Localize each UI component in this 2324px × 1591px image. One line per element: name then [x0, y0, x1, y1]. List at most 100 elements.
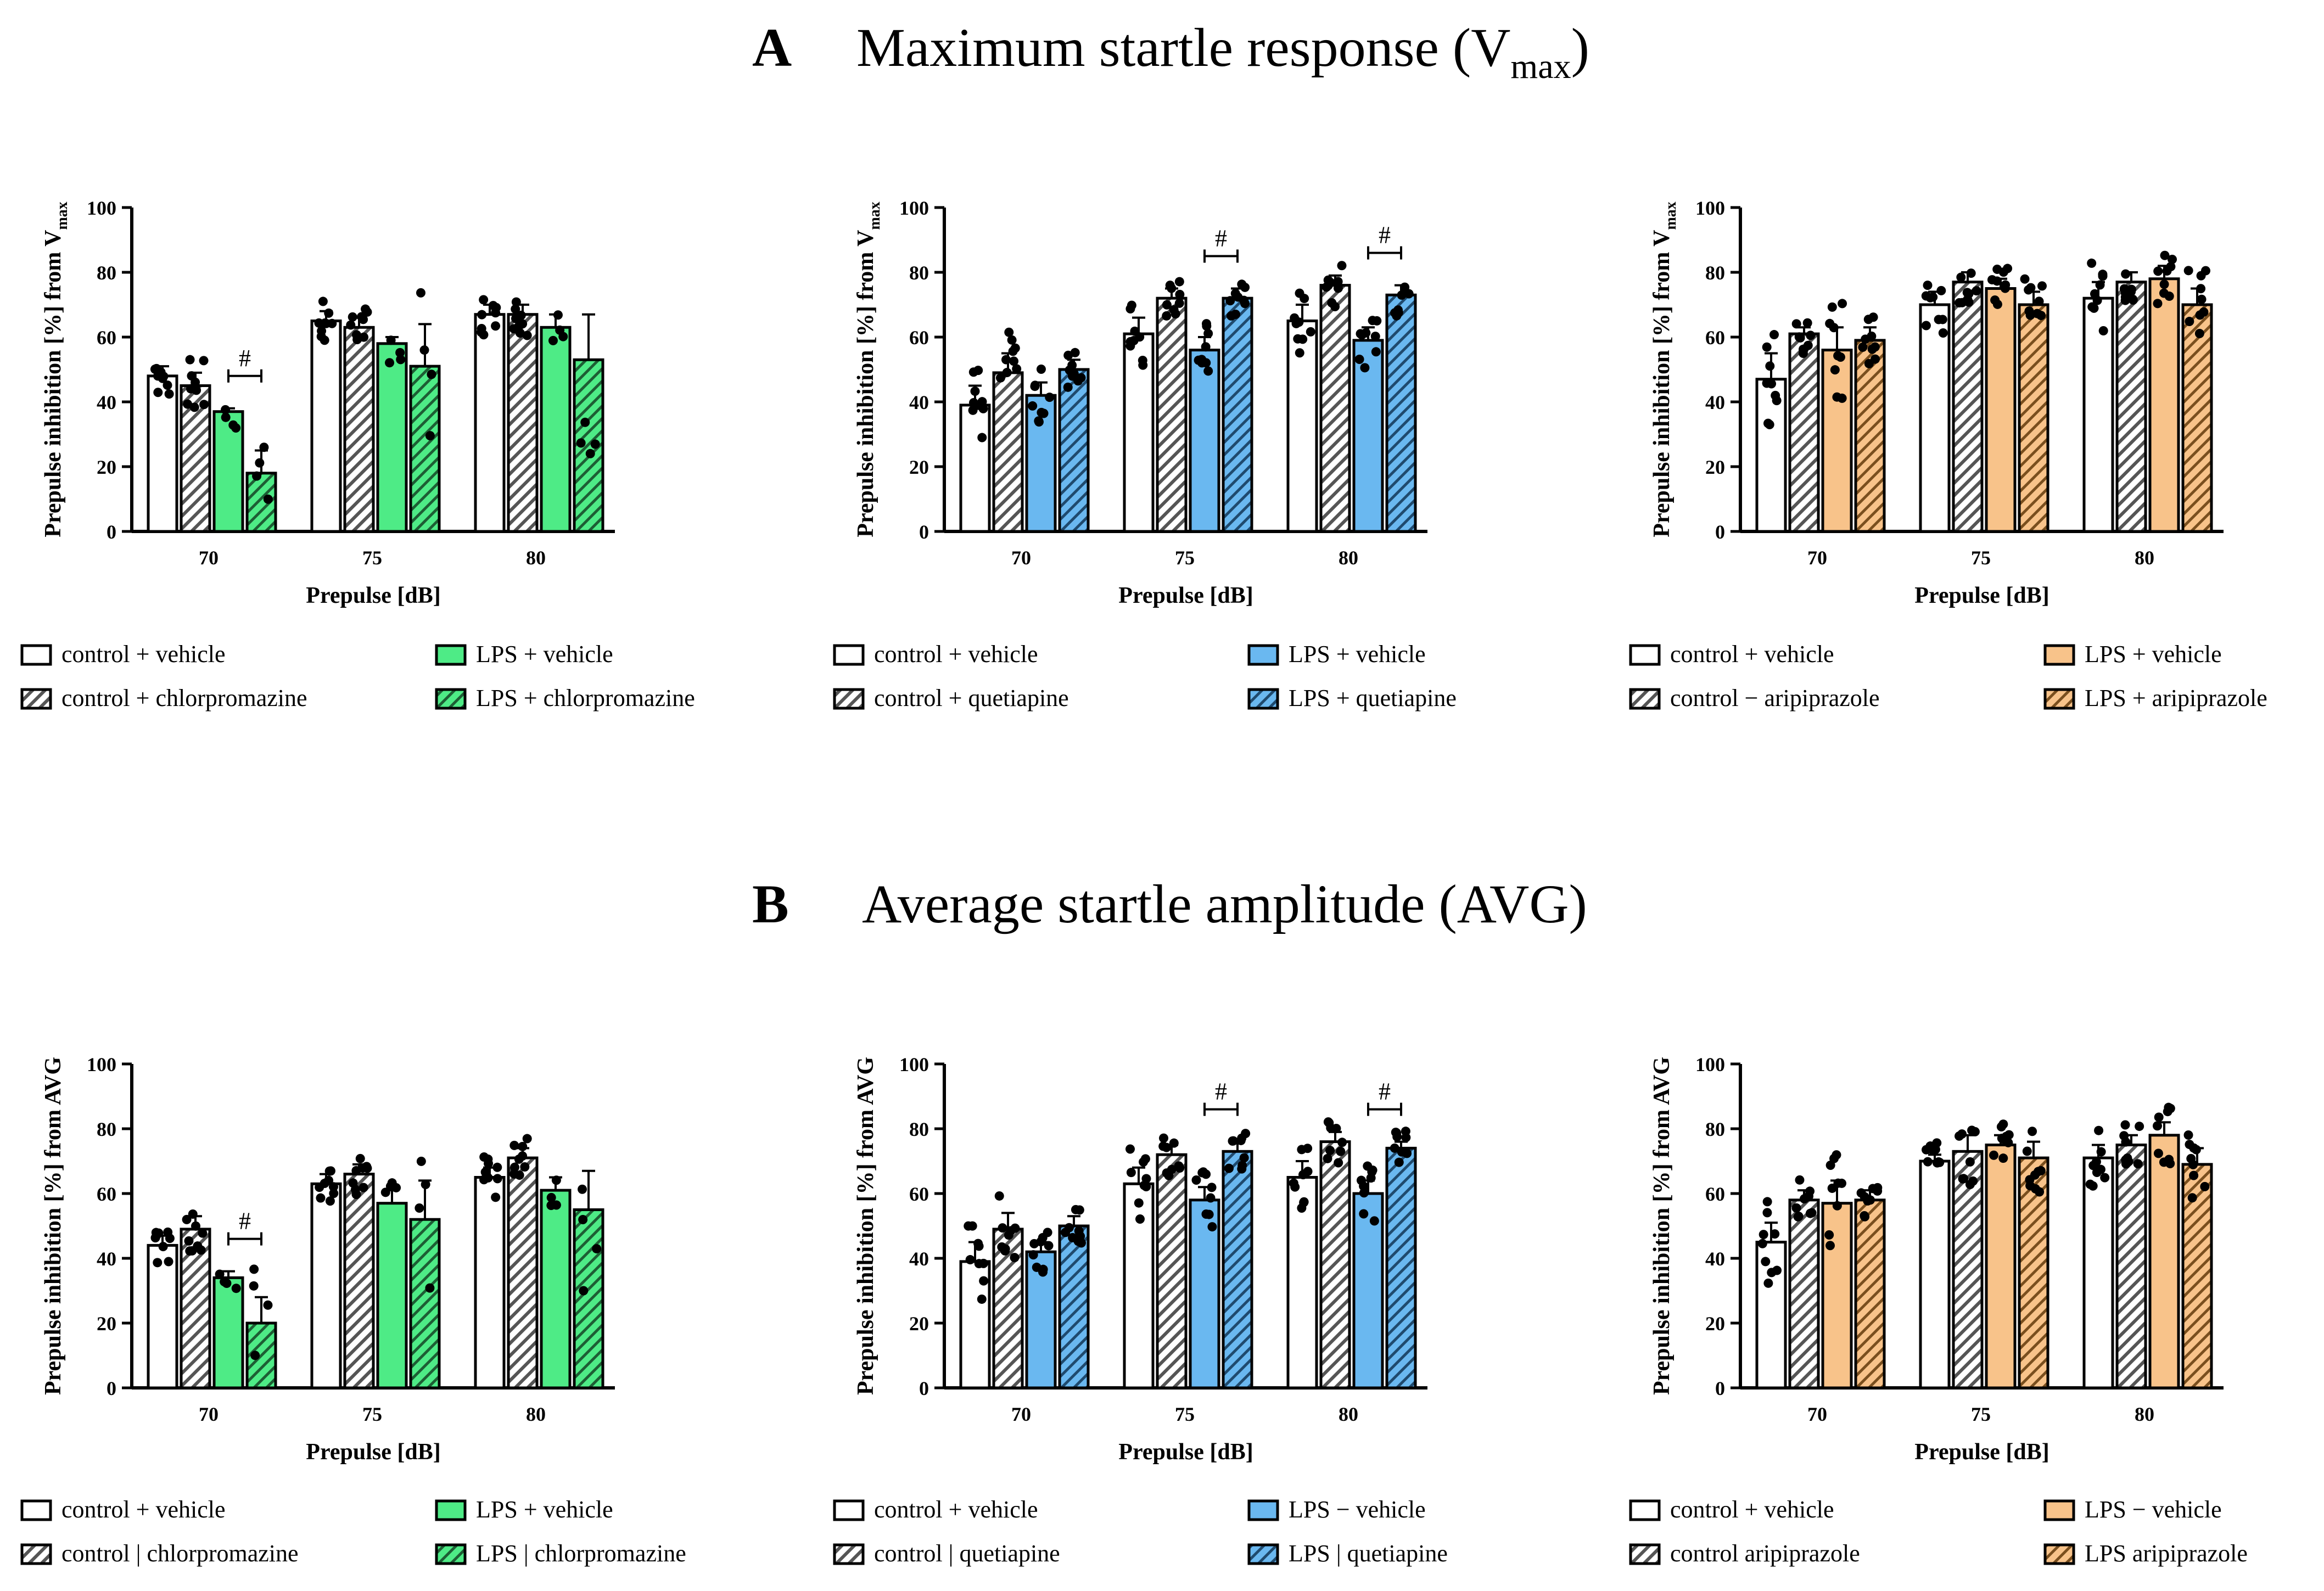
data-point [355, 1153, 365, 1163]
data-point [509, 324, 519, 334]
data-point [979, 1276, 989, 1286]
data-point [518, 1141, 528, 1151]
x-axis-label: Prepulse [dB] [306, 583, 440, 608]
legend-label: LPS + aripiprazole [2085, 685, 2267, 712]
data-point [1006, 1226, 1016, 1236]
data-point [1825, 1241, 1835, 1251]
chart-B-chlorpromazine: 0 20 40 60 80 100 Prepulse inhibition [%] from… [20, 1054, 686, 1567]
data-point [978, 1258, 988, 1268]
data-point [520, 1162, 530, 1172]
legend-swatch [2043, 688, 2075, 710]
bar [1058, 368, 1090, 533]
data-point [351, 1185, 361, 1195]
data-point [1404, 289, 1414, 299]
data-point [994, 1191, 1004, 1201]
y-tick-label: 0 [919, 1377, 929, 1399]
data-point [1861, 334, 1871, 344]
data-point [1807, 1208, 1817, 1218]
data-point [1323, 1153, 1332, 1163]
data-point [1010, 1253, 1020, 1263]
data-point [1824, 1230, 1834, 1240]
data-point [1336, 1146, 1346, 1156]
data-point [2194, 328, 2204, 338]
data-point [2165, 1103, 2175, 1113]
bar [1123, 1182, 1155, 1390]
data-point [1201, 319, 1211, 329]
y-tick-label: 40 [97, 1248, 116, 1270]
data-point [320, 1179, 329, 1189]
legend-label: LPS aripiprazole [2085, 1540, 2248, 1567]
data-point [995, 373, 1005, 383]
data-point [1224, 1163, 1234, 1173]
data-point [1359, 1209, 1369, 1219]
data-point [2183, 1130, 2193, 1140]
data-point [1237, 1164, 1247, 1174]
y-tick-label: 60 [97, 1183, 116, 1205]
data-point [1063, 382, 1073, 392]
data-point [1227, 311, 1236, 321]
data-point [320, 335, 329, 345]
data-point [1303, 1144, 1313, 1153]
data-point [2160, 250, 2170, 260]
bar [1952, 281, 1984, 533]
data-point [1159, 1133, 1169, 1143]
data-point [1401, 1127, 1410, 1136]
data-point [2121, 1137, 2131, 1147]
data-point [1327, 298, 1337, 308]
legend-label: control + vehicle [1670, 641, 1834, 668]
legend-label: control | chlorpromazine [61, 1540, 299, 1567]
data-point [1354, 354, 1364, 364]
section-title-a-text: Maximum startle response (Vmax) [856, 17, 1589, 86]
data-point [324, 308, 334, 318]
data-point [163, 1227, 173, 1237]
data-point [1360, 363, 1370, 373]
data-point [2119, 284, 2129, 294]
data-point [1337, 1138, 1347, 1147]
y-tick-label: 80 [909, 1118, 929, 1140]
legend-label: LPS + vehicle [476, 641, 613, 668]
data-point [152, 363, 161, 373]
legend-label: control + chlorpromazine [61, 685, 307, 712]
y-tick-label: 0 [919, 521, 929, 543]
data-point [1012, 364, 1022, 374]
data-point [1162, 311, 1172, 321]
data-point [1175, 289, 1185, 299]
bar [1189, 349, 1220, 533]
data-point [1921, 321, 1931, 330]
legend-swatch [1247, 644, 1279, 666]
data-point [153, 388, 163, 397]
data-point [328, 1182, 338, 1192]
data-point [249, 1281, 259, 1291]
data-point [1996, 1122, 2006, 1131]
data-point [974, 1241, 984, 1251]
y-tick-label: 100 [899, 197, 929, 219]
data-point [163, 380, 172, 390]
data-point [551, 1175, 561, 1185]
data-point [965, 1255, 975, 1265]
bar [1156, 296, 1188, 533]
legend-label: LPS | chlorpromazine [476, 1540, 686, 1567]
y-tick-label: 100 [87, 197, 116, 219]
data-point [491, 1192, 501, 1202]
x-tick-label: 70 [199, 1403, 219, 1425]
data-point [1002, 368, 1012, 378]
x-tick-label: 70 [1011, 1403, 1031, 1425]
bar [147, 1243, 178, 1390]
data-point [1030, 380, 1040, 390]
data-point [1972, 286, 1981, 296]
bar [343, 1173, 375, 1390]
data-point [1955, 298, 1964, 308]
data-point [546, 1201, 556, 1211]
data-point [153, 371, 163, 381]
data-point [415, 1203, 424, 1213]
data-point [1230, 289, 1240, 299]
data-point [1370, 332, 1380, 341]
data-point [1763, 1278, 1773, 1288]
data-point [1207, 1222, 1217, 1232]
legend-label: LPS + vehicle [2085, 641, 2222, 668]
data-point [199, 400, 209, 410]
legend-swatch [833, 644, 865, 666]
data-point [158, 1242, 168, 1252]
data-point [359, 1183, 368, 1192]
data-point [2025, 1175, 2035, 1185]
